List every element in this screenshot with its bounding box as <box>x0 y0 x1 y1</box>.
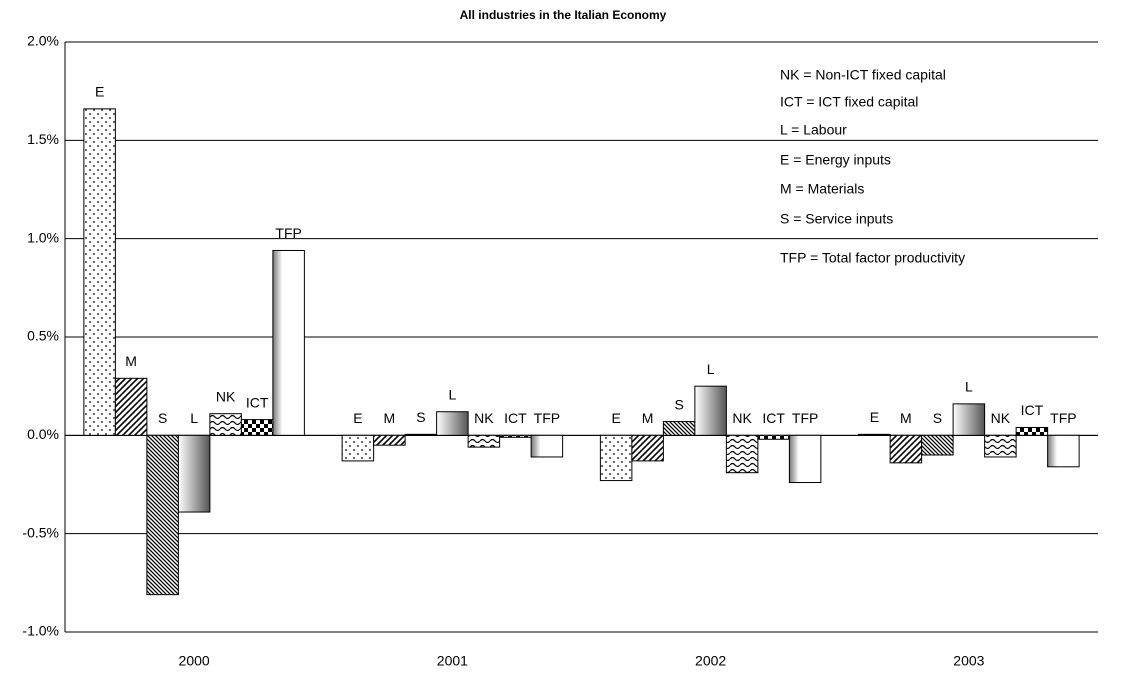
y-tick-label: 0.5% <box>27 328 59 344</box>
bar <box>1015 426 1049 436</box>
annotation: NK = Non-ICT fixed capital <box>780 67 946 83</box>
bar-label: M <box>642 410 654 426</box>
bar <box>662 421 696 436</box>
bar <box>146 434 179 596</box>
y-tick-label: 2.0% <box>27 33 59 49</box>
bar-label: TFP <box>534 410 560 426</box>
bar-label: L <box>448 386 456 402</box>
bar <box>599 434 633 482</box>
bar <box>467 434 501 448</box>
bar <box>436 411 469 436</box>
bar-label: E <box>870 409 879 425</box>
bar-label: TFP <box>792 410 818 426</box>
bar <box>694 385 727 436</box>
bar <box>209 413 242 436</box>
bar-label: E <box>353 410 362 426</box>
bar-label: S <box>416 409 425 425</box>
bar <box>83 108 116 436</box>
bar-label: M <box>384 410 396 426</box>
bar <box>858 433 891 436</box>
y-tick-label: 1.0% <box>27 229 59 245</box>
chart-title: All industries in the Italian Economy <box>460 8 667 22</box>
y-tick-label: -0.5% <box>22 524 59 540</box>
y-tick-label: 1.5% <box>27 131 59 147</box>
bar-label: E <box>95 84 104 100</box>
bar-label: ICT <box>504 410 527 426</box>
bar <box>499 434 532 438</box>
x-tick-label: 2003 <box>953 653 984 669</box>
bar-label: TFP <box>1050 410 1076 426</box>
y-tick-label: 0.0% <box>27 426 59 442</box>
bar <box>373 434 406 446</box>
bar-label: S <box>158 410 167 426</box>
bar-label: NK <box>732 410 752 426</box>
bar-label: L <box>190 410 198 426</box>
bar <box>984 434 1017 458</box>
annotation: TFP = Total factor productivity <box>780 250 965 266</box>
y-tick-label: -1.0% <box>22 623 59 639</box>
bar <box>788 434 822 484</box>
bar-label: NK <box>474 410 494 426</box>
bar <box>889 434 923 464</box>
x-tick-label: 2002 <box>695 653 726 669</box>
bar <box>952 403 986 436</box>
bar-label: L <box>707 361 715 377</box>
bar-label: S <box>674 396 683 412</box>
bar-label: ICT <box>1021 402 1044 418</box>
bar <box>921 434 954 456</box>
bar <box>272 249 305 436</box>
annotation: E = Energy inputs <box>780 152 891 168</box>
annotation: L = Labour <box>780 122 847 138</box>
annotation: S = Service inputs <box>780 211 893 227</box>
x-tick-label: 2001 <box>437 653 468 669</box>
bar <box>177 434 211 513</box>
bar <box>404 433 438 436</box>
bar-label: M <box>125 353 137 369</box>
bar-label: TFP <box>275 225 301 241</box>
x-tick-label: 2000 <box>179 653 210 669</box>
bar-label: L <box>965 379 973 395</box>
bar <box>1047 434 1080 468</box>
bar <box>757 434 790 440</box>
bar <box>725 434 759 474</box>
annotation: M = Materials <box>780 181 864 197</box>
bar-label: E <box>611 410 620 426</box>
bar-label: NK <box>216 388 236 404</box>
bar-label: NK <box>991 410 1011 426</box>
bar-label: ICT <box>762 410 785 426</box>
bar <box>114 377 148 436</box>
bar <box>530 434 564 458</box>
bar-label: M <box>900 410 912 426</box>
annotation: ICT = ICT fixed capital <box>780 94 918 110</box>
bar <box>240 419 274 436</box>
bar <box>341 434 375 462</box>
bar-label: S <box>933 410 942 426</box>
bar-label: ICT <box>246 394 269 410</box>
bar <box>631 434 664 462</box>
